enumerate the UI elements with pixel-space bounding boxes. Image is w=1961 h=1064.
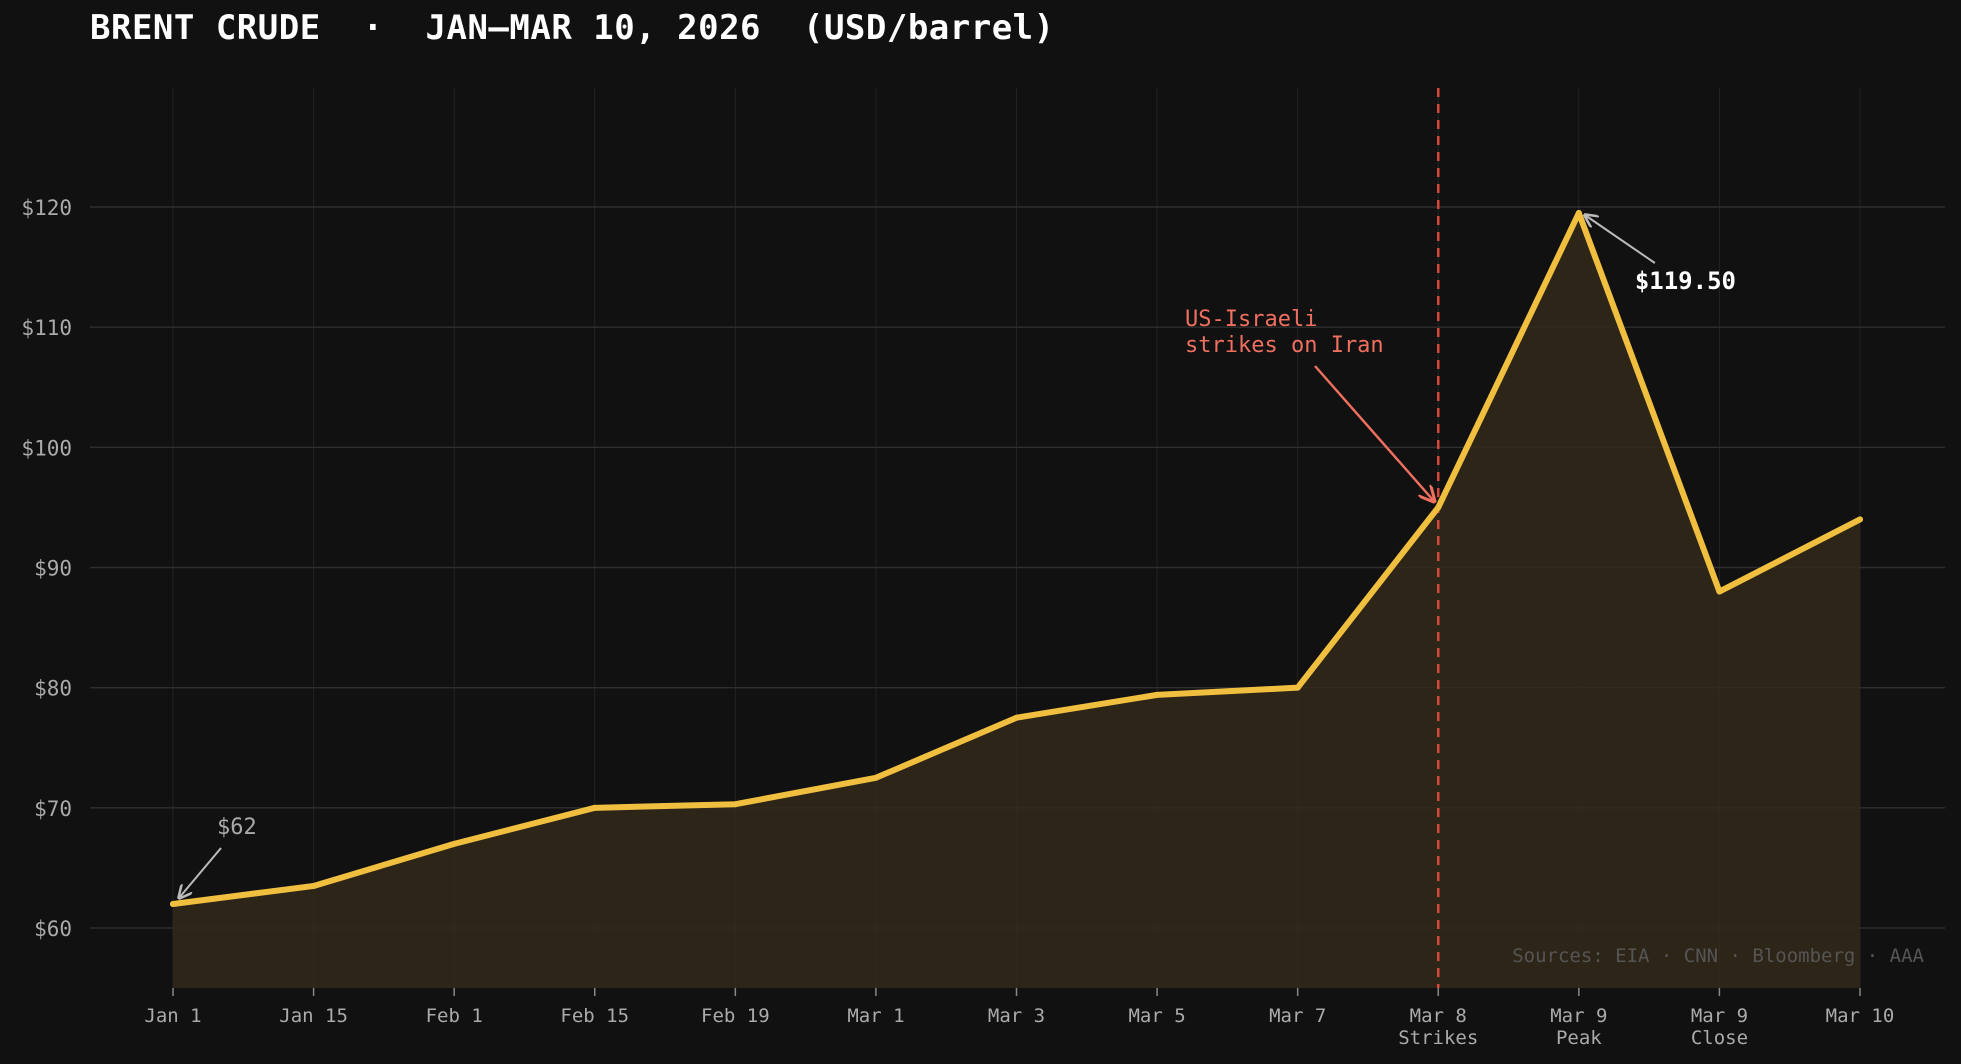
data-point: [1575, 210, 1582, 217]
y-tick-label: $120: [21, 196, 72, 220]
annotation-arrow-start: [179, 847, 222, 898]
annotation-peak-value: $119.50: [1635, 267, 1736, 295]
data-point: [1154, 691, 1161, 698]
data-point: [732, 801, 739, 808]
data-point: [451, 840, 458, 847]
chart-title: BRENT CRUDE · JAN–MAR 10, 2026 (USD/barr…: [90, 8, 1055, 48]
y-tick-label: $70: [34, 797, 72, 821]
data-point: [1013, 714, 1020, 721]
data-point: [170, 900, 176, 907]
annotation-strikes-label: strikes on Iran: [1185, 333, 1384, 358]
source-note: Sources: EIA · CNN · Bloomberg · AAA: [1512, 945, 1924, 967]
data-point: [1435, 504, 1442, 511]
y-tick-label: $100: [21, 436, 72, 460]
x-tick-label: Mar 1: [847, 1005, 904, 1027]
x-tick-label: Jan 15: [279, 1005, 348, 1027]
x-tick-label: Feb 19: [701, 1005, 770, 1027]
annotation-strikes-label: US-Israeli: [1185, 307, 1317, 332]
data-point: [591, 804, 598, 811]
x-tick-label: Jan 1: [144, 1005, 201, 1027]
annotation-arrow-strikes: [1314, 365, 1434, 501]
x-tick-label: Feb 1: [426, 1005, 483, 1027]
x-tick-label: Mar 8: [1410, 1005, 1467, 1027]
x-tick-label: Mar 5: [1128, 1005, 1185, 1027]
data-point: [872, 774, 879, 781]
y-tick-label: $60: [34, 917, 72, 941]
x-tick-label: Mar 9: [1691, 1005, 1748, 1027]
x-tick-sublabel: Close: [1691, 1027, 1748, 1049]
data-point: [310, 882, 317, 889]
line-layer: [170, 210, 1863, 907]
x-tick-label: Mar 9: [1550, 1005, 1607, 1027]
axis-layer: $60 $70 $80 $90 $100 $110 $120 Jan 1 Jan 15 Feb 1…: [21, 196, 1894, 1049]
data-point: [1294, 684, 1301, 691]
x-tick-sublabel: Strikes: [1398, 1027, 1478, 1049]
y-tick-label: $80: [34, 677, 72, 701]
data-point: [1857, 516, 1863, 523]
data-point: [1716, 588, 1723, 595]
x-tick-label: Mar 10: [1826, 1005, 1895, 1027]
y-tick-label: $110: [21, 316, 72, 340]
annotation-arrow-peak: [1585, 215, 1656, 264]
y-tick-label: $90: [34, 557, 72, 581]
x-tick-label: Feb 15: [560, 1005, 629, 1027]
x-tick-label: Mar 7: [1269, 1005, 1326, 1027]
x-tick-label: Mar 3: [988, 1005, 1045, 1027]
x-tick-sublabel: Peak: [1556, 1027, 1602, 1049]
annotation-start-value: $62: [217, 815, 257, 840]
